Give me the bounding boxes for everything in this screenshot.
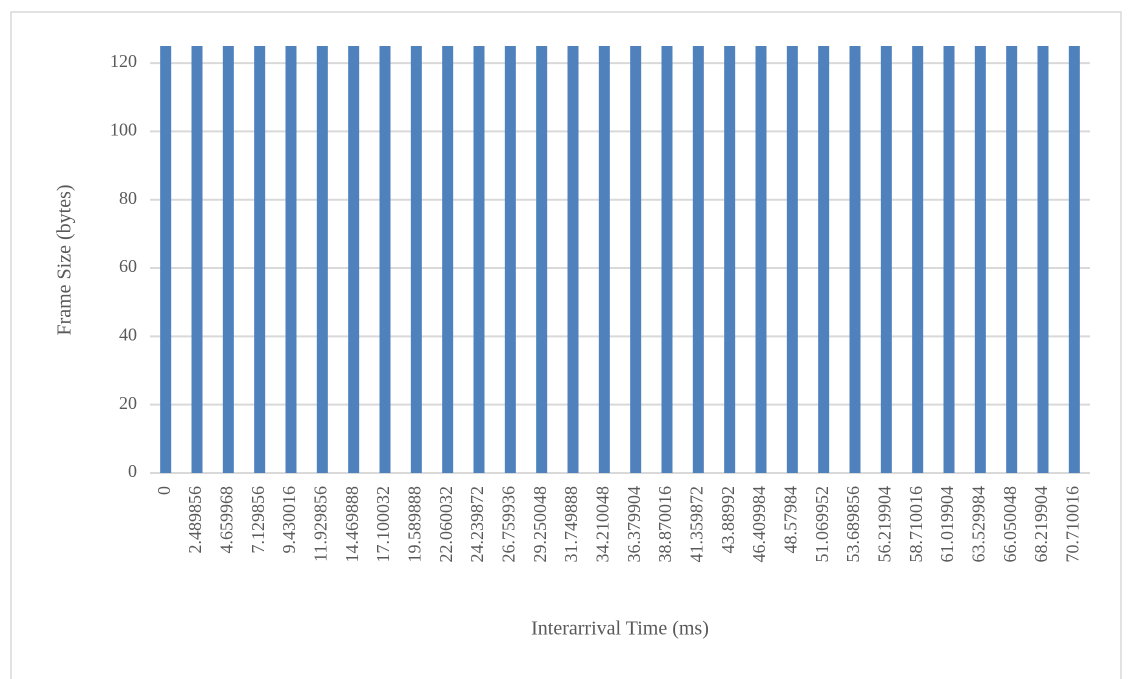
x-tick-label: 56.219904 [874,486,894,563]
x-tick-label: 24.239872 [467,486,487,563]
y-tick-label: 80 [119,188,137,208]
x-tick-label: 9.430016 [279,486,299,554]
bar [943,46,955,473]
bar [285,46,297,473]
x-tick-label: 19.589888 [404,486,424,563]
x-tick-label: 48.57984 [780,486,800,554]
bar [442,46,454,473]
bar [598,46,610,473]
x-tick-label: 63.529984 [968,486,988,563]
x-tick-label: 11.929856 [310,486,330,562]
x-tick-label: 17.100032 [373,486,393,563]
x-tick-label: 0 [154,486,174,495]
bar [191,46,203,473]
bar [1006,46,1018,473]
bar [755,46,767,473]
x-tick-label: 29.250048 [530,486,550,563]
x-tick-label: 26.759936 [498,486,518,563]
y-tick-label: 40 [119,324,137,344]
bar [880,46,892,473]
x-tick-label: 36.379904 [624,486,644,563]
x-tick-label: 34.210048 [592,486,612,563]
x-tick-label: 7.129856 [248,486,268,554]
bar [692,46,704,473]
x-tick-label: 38.870016 [655,486,675,563]
bar [661,46,673,473]
bar [1068,46,1080,473]
x-tick-label: 53.689856 [843,486,863,563]
x-tick-label: 61.019904 [937,486,957,563]
y-tick-label: 100 [110,120,137,140]
bar [818,46,830,473]
x-axis-title: Interarrival Time (ms) [531,618,709,640]
bar [786,46,798,473]
bar [504,46,516,473]
x-tick-label: 14.469888 [342,486,362,563]
bar [348,46,360,473]
bar [410,46,422,473]
x-tick-label: 68.219904 [1031,486,1051,563]
y-axis-title: Frame Size (bytes) [54,184,76,335]
x-tick-label: 43.88992 [718,486,738,554]
bar [567,46,579,473]
bar [974,46,986,473]
bar [222,46,234,473]
x-tick-label: 41.359872 [686,486,706,563]
bar [724,46,736,473]
x-tick-label: 46.409984 [749,486,769,563]
bar [379,46,391,473]
bar [1037,46,1049,473]
bar [536,46,548,473]
y-tick-label: 120 [110,51,137,71]
bar [254,46,266,473]
bar [912,46,924,473]
bar [316,46,328,473]
x-tick-label: 70.710016 [1062,486,1082,563]
x-tick-label: 58.710016 [906,486,926,563]
bar [849,46,861,473]
x-tick-label: 51.069952 [812,486,832,563]
bar [630,46,642,473]
bar [473,46,485,473]
x-tick-label: 4.659968 [216,486,236,554]
x-tick-label: 2.489856 [185,486,205,554]
x-tick-label: 66.050048 [1000,486,1020,563]
bar [160,46,172,473]
y-tick-label: 60 [119,256,137,276]
y-tick-label: 20 [119,393,137,413]
x-tick-label: 31.749888 [561,486,581,563]
y-tick-label: 0 [128,461,137,481]
x-tick-label: 22.060032 [436,486,456,563]
